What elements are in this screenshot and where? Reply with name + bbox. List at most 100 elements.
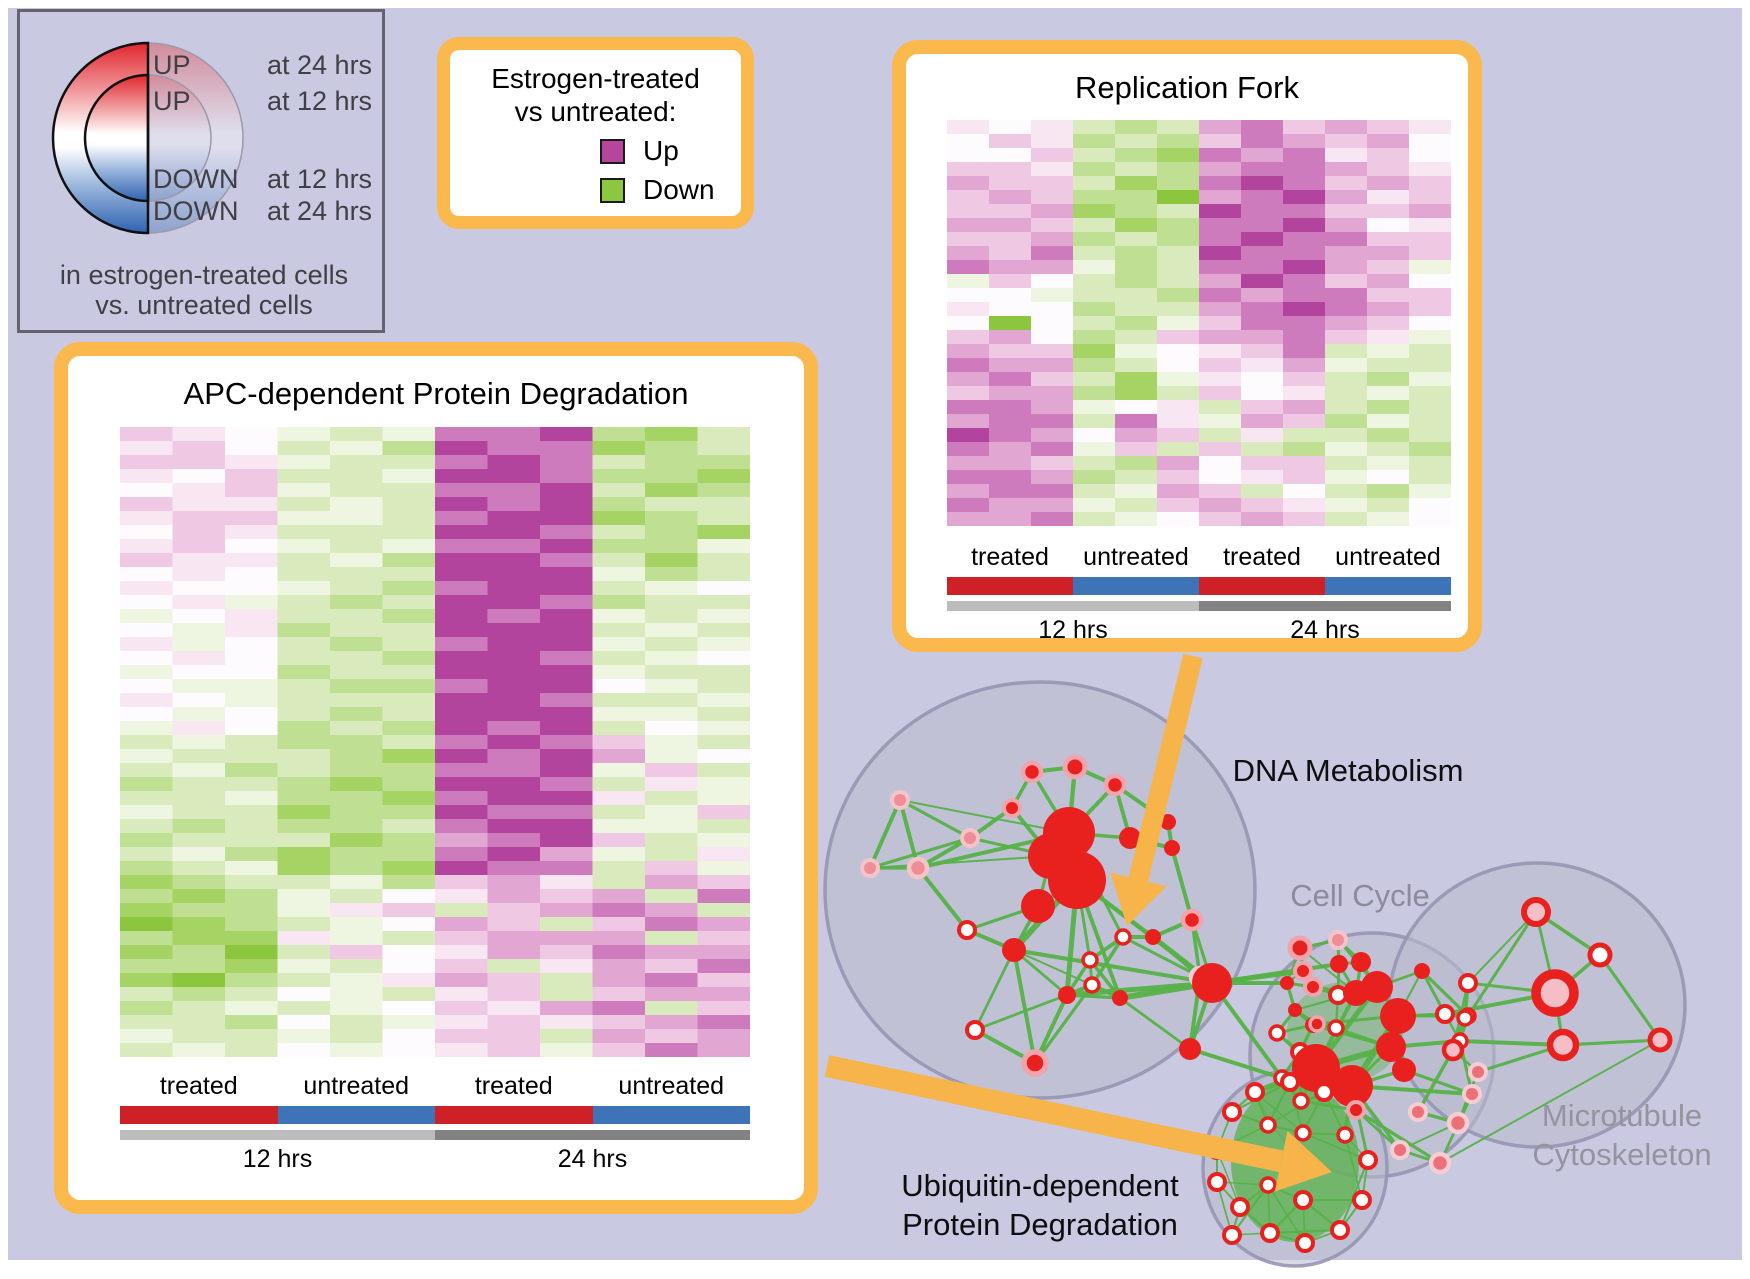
- network-node-halo-red: [1021, 1049, 1049, 1077]
- heatmap-cell: [120, 861, 173, 876]
- network-node-ring-white: [1280, 1072, 1300, 1092]
- heatmap-cell: [1157, 316, 1200, 331]
- heatmap-cell: [277, 553, 331, 568]
- heatmap-cell: [592, 903, 646, 918]
- heatmap-cell: [645, 973, 698, 988]
- heatmap-cell: [382, 567, 436, 582]
- heatmap-cell: [1199, 120, 1242, 135]
- heatmap-cell: [645, 875, 698, 890]
- heatmap-cell: [225, 1029, 278, 1044]
- network-node-solid: [1380, 998, 1416, 1034]
- heatmap-cell: [172, 455, 226, 470]
- network-node-halo-red: [1308, 1015, 1326, 1033]
- heatmap-cell: [1115, 372, 1158, 387]
- heatmap-cell: [1199, 218, 1242, 233]
- heatmap-cell: [382, 819, 436, 834]
- heatmap-cell: [435, 693, 488, 708]
- heatmap-cell: [435, 721, 488, 736]
- heatmap-cell: [277, 651, 331, 666]
- heatmap-cell: [947, 498, 990, 513]
- heatmap-cell: [1115, 218, 1158, 233]
- heatmap-cell: [435, 889, 488, 904]
- heatmap-cell: [330, 749, 383, 764]
- heatmap-cell: [989, 330, 1032, 345]
- network-node-solid: [1414, 963, 1430, 979]
- heatmap-cell: [1283, 372, 1326, 387]
- heatmap-cell: [225, 945, 278, 960]
- heatmap-cell: [697, 973, 751, 988]
- heatmap-cell: [1283, 302, 1326, 317]
- network-node-pink: [1328, 930, 1348, 950]
- heatmap-cell: [1157, 344, 1200, 359]
- heatmap-cell: [382, 553, 436, 568]
- heatmap-cell: [120, 749, 173, 764]
- heatmap-cell: [1283, 232, 1326, 247]
- heatmap-cell: [1325, 288, 1368, 303]
- heatmap-cell: [120, 455, 173, 470]
- heatmap-cell: [172, 889, 226, 904]
- heatmap-cell: [330, 637, 383, 652]
- heatmap-cell: [1031, 148, 1074, 163]
- network-node-ring-white: [957, 920, 977, 940]
- network-node-ring-white: [1268, 1024, 1286, 1042]
- heatmap-cell: [225, 721, 278, 736]
- network-edge: [1420, 969, 1470, 1018]
- heatmap-cell: [487, 693, 541, 708]
- heatmap-cell: [277, 931, 331, 946]
- heatmap-cell: [120, 693, 173, 708]
- heatmap-cell: [1241, 260, 1284, 275]
- heatmap-cell: [1115, 498, 1158, 513]
- heatmap-cell: [947, 260, 990, 275]
- heatmap-cell: [947, 386, 990, 401]
- heatmap-cell: [225, 833, 278, 848]
- heatmap-cell: [989, 316, 1032, 331]
- heatmap-cell: [947, 316, 990, 331]
- heatmap-cell: [592, 539, 646, 554]
- heatmap-cell: [1157, 162, 1200, 177]
- heatmap-cell: [989, 274, 1032, 289]
- network-node-solid: [1058, 986, 1076, 1004]
- network-node-ring-white: [1230, 1197, 1250, 1217]
- dir-up-24: UP: [153, 50, 191, 80]
- heatmap-cell: [1241, 456, 1284, 471]
- heatmap-cell: [645, 763, 698, 778]
- heatmap-cell: [277, 511, 331, 526]
- heatmap-cell: [1283, 512, 1326, 527]
- heatmap-cell: [697, 847, 751, 862]
- heatmap-cell: [487, 637, 541, 652]
- heatmap-cell: [1115, 302, 1158, 317]
- heatmap-cell: [330, 539, 383, 554]
- heatmap-cell: [120, 539, 173, 554]
- heatmap-cell: [435, 497, 488, 512]
- heatmap-cell: [382, 1015, 436, 1030]
- heatmap-cell: [697, 483, 751, 498]
- treatment-bar-segment: [277, 1106, 435, 1124]
- heatmap-cell: [1073, 386, 1116, 401]
- heatmap-cell: [645, 777, 698, 792]
- heatmap-cell: [1157, 498, 1200, 513]
- heatmap-cell: [225, 735, 278, 750]
- heatmap-cell: [172, 819, 226, 834]
- network-node-ring-white: [1295, 1233, 1315, 1253]
- heatmap-cell: [947, 456, 990, 471]
- heatmap-cell: [1409, 484, 1452, 499]
- network-node-halo-pink: [1408, 1102, 1428, 1122]
- heatmap-cell: [1409, 358, 1452, 373]
- heatmap-cell: [645, 889, 698, 904]
- heatmap-cell: [382, 959, 436, 974]
- heatmap-cell: [1157, 414, 1200, 429]
- heatmap-cell: [1157, 512, 1200, 527]
- heatmap-cell: [330, 455, 383, 470]
- heatmap-cell: [277, 469, 331, 484]
- heatmap-cell: [989, 120, 1032, 135]
- heatmap-cell: [435, 875, 488, 890]
- inner-ring-faded-half: [148, 75, 211, 201]
- heatmap-cell: [1283, 176, 1326, 191]
- heatmap-cell: [120, 637, 173, 652]
- heatmap-cell: [172, 651, 226, 666]
- heatmap-cell: [120, 791, 173, 806]
- network-node-ring-white: [1207, 1172, 1227, 1192]
- heatmap-cell: [1199, 372, 1242, 387]
- heatmap-cell: [1409, 246, 1452, 261]
- heatmap-cell: [435, 469, 488, 484]
